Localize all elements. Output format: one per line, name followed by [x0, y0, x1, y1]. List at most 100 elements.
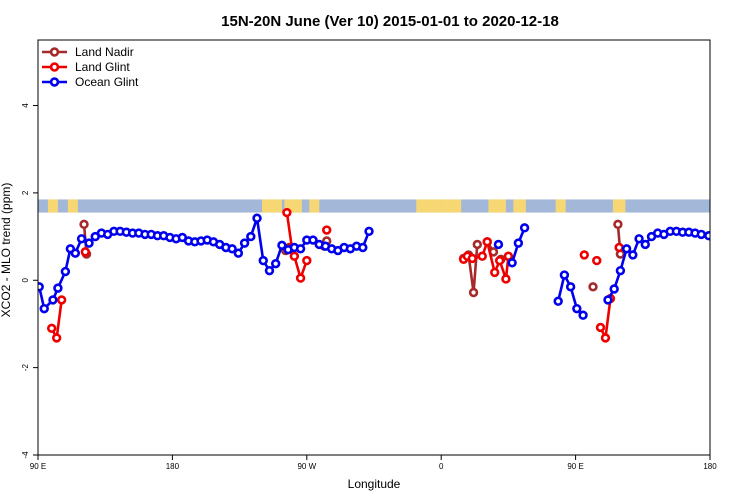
- data-point: [468, 287, 479, 298]
- data-point: [493, 239, 504, 250]
- data-point: [503, 251, 514, 261]
- series-land-glint: [46, 207, 624, 343]
- data-point: [289, 251, 300, 261]
- data-point: [615, 265, 626, 276]
- data-point: [79, 219, 89, 230]
- data-point: [239, 238, 250, 248]
- x-axis-label: Longitude: [348, 477, 401, 491]
- y-tick-label: -4: [21, 451, 30, 459]
- data-point: [246, 231, 256, 242]
- land-patch: [67, 199, 78, 213]
- data-point: [48, 295, 58, 305]
- data-point: [494, 255, 505, 266]
- data-point: [38, 282, 44, 292]
- land-ocean-strip: [38, 199, 710, 213]
- data-point: [277, 240, 287, 251]
- data-point: [628, 250, 638, 260]
- series-line: [38, 216, 371, 310]
- y-tick-label: -2: [21, 364, 30, 372]
- data-point: [76, 234, 87, 244]
- series-ocean-glint: [38, 213, 710, 320]
- x-tick-label: 90 E: [567, 462, 583, 471]
- data-point: [258, 255, 268, 266]
- data-point: [295, 244, 306, 254]
- data-point: [501, 274, 511, 284]
- land-patch: [513, 199, 526, 213]
- land-patch: [488, 199, 506, 213]
- data-point: [302, 255, 312, 266]
- data-point: [696, 229, 706, 240]
- x-tick-label: 90 W: [297, 462, 316, 471]
- data-point: [56, 295, 67, 305]
- data-point: [600, 333, 611, 343]
- data-point: [613, 219, 623, 230]
- data-point: [621, 244, 632, 254]
- data-point: [490, 267, 500, 278]
- data-point: [264, 265, 275, 276]
- legend-label: Land Nadir: [75, 45, 134, 59]
- series-layer: [38, 207, 710, 343]
- data-point: [227, 244, 237, 254]
- data-point: [595, 322, 606, 333]
- legend-marker: [49, 47, 60, 57]
- data-point: [609, 284, 619, 294]
- data-point: [614, 242, 624, 253]
- y-tick-label: 4: [21, 103, 30, 108]
- land-patch: [441, 199, 462, 213]
- data-point: [482, 237, 492, 247]
- y-axis: -4 -2 0 2 4: [21, 103, 38, 459]
- data-point: [70, 248, 81, 258]
- y-tick-label: 0: [21, 277, 30, 282]
- y-axis-label: XCO2 - MLO trend (ppm): [0, 183, 13, 318]
- data-point: [640, 239, 650, 250]
- data-point: [592, 255, 602, 266]
- plot-frame: [37, 39, 711, 456]
- ocean-strip: [38, 199, 710, 213]
- data-point: [46, 323, 57, 334]
- data-point: [308, 235, 318, 245]
- x-tick-label: 0: [439, 462, 444, 471]
- data-point: [704, 231, 710, 241]
- x-tick-label: 180: [703, 462, 717, 471]
- data-point: [364, 226, 374, 237]
- data-point: [84, 238, 94, 248]
- data-point: [553, 296, 563, 306]
- chart-title: 15N-20N June (Ver 10) 2015-01-01 to 2020…: [221, 13, 559, 30]
- data-point: [603, 295, 613, 305]
- data-point: [53, 283, 63, 293]
- land-patch: [309, 199, 320, 213]
- legend-label: Land Glint: [75, 60, 130, 74]
- data-point: [467, 253, 478, 264]
- data-point: [252, 213, 262, 223]
- data-point: [507, 258, 517, 268]
- data-point: [634, 234, 644, 244]
- x-axis: 90 E 180 90 W 0 90 E 180: [30, 455, 717, 471]
- data-point: [39, 303, 49, 314]
- data-point: [295, 273, 306, 283]
- data-point: [559, 270, 570, 280]
- x-tick-label: 180: [166, 462, 180, 471]
- data-point: [51, 333, 62, 343]
- land-patch: [612, 199, 626, 213]
- land-patch: [416, 199, 442, 213]
- land-patch: [47, 199, 58, 213]
- data-point: [233, 248, 244, 258]
- data-point: [358, 242, 368, 253]
- data-point: [270, 258, 281, 269]
- land-patch: [262, 199, 282, 213]
- data-point: [565, 282, 576, 292]
- data-point: [588, 282, 598, 292]
- data-point: [572, 303, 582, 314]
- y-tick-label: 2: [21, 190, 30, 195]
- data-point: [519, 223, 530, 233]
- data-point: [472, 239, 482, 250]
- series-line: [606, 230, 709, 301]
- data-point: [578, 310, 588, 320]
- legend-label: Ocean Glint: [75, 75, 139, 89]
- data-point: [80, 247, 90, 257]
- data-point: [282, 207, 292, 218]
- data-point: [477, 251, 487, 261]
- data-point: [579, 250, 590, 260]
